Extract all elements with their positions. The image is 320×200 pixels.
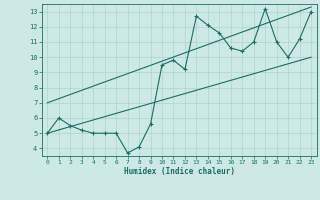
X-axis label: Humidex (Indice chaleur): Humidex (Indice chaleur) xyxy=(124,167,235,176)
